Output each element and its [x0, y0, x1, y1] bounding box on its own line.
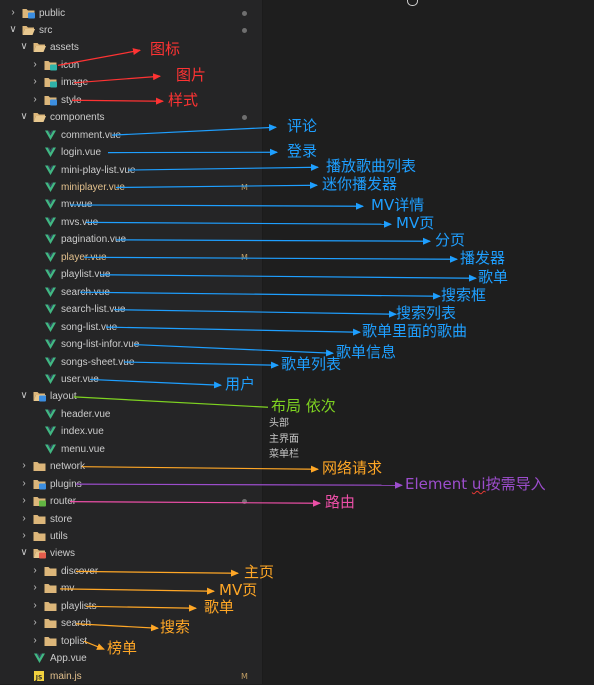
- annotation-arrow: [58, 50, 140, 65]
- annotation-label: 布局 依次: [271, 399, 336, 414]
- annotation-arrow: [114, 310, 396, 315]
- annotation-label: 播发器: [460, 251, 505, 266]
- annotation-arrow: [106, 327, 360, 332]
- annotation-label: MV详情: [371, 198, 424, 213]
- annotation-label: 网络请求: [322, 461, 382, 476]
- annotation-label: 图标: [150, 42, 180, 57]
- annotation-arrow: [84, 641, 104, 649]
- annotation-arrow: [134, 345, 333, 354]
- layout-note: 主界面: [269, 435, 299, 445]
- annotation-arrow: [128, 167, 318, 170]
- annotation-arrow: [124, 362, 278, 365]
- annotation-arrow: [90, 379, 221, 385]
- layout-note: 菜单栏: [269, 450, 299, 460]
- annotation-arrow: [74, 76, 160, 83]
- annotation-arrow: [116, 185, 317, 187]
- annotation-label: 迷你播发器: [322, 177, 397, 192]
- annotation-label: 图片: [176, 68, 206, 83]
- annotation-label: 评论: [287, 119, 317, 134]
- annotation-label: 搜索: [160, 620, 190, 635]
- annotation-arrow: [82, 467, 318, 470]
- annotation-arrow: [116, 240, 430, 241]
- annotation-arrow: [80, 292, 440, 296]
- annotation-arrow: [86, 606, 196, 608]
- annotation-label: 歌单列表: [281, 357, 341, 372]
- annotation-arrow: [100, 275, 476, 279]
- annotation-label: 用户: [225, 377, 255, 392]
- annotation-arrow: [74, 397, 268, 407]
- annotation-arrow: [76, 624, 158, 629]
- annotation-label: MV页: [396, 216, 434, 231]
- annotation-label: 搜索框: [441, 288, 486, 303]
- annotation-arrow: [60, 589, 214, 591]
- annotation-label: 主页: [244, 565, 274, 580]
- annotation-label: 歌单: [204, 600, 234, 615]
- annotation-arrow: [76, 571, 238, 573]
- annotation-label: 路由: [325, 495, 355, 510]
- annotation-label: 歌单里面的歌曲: [362, 324, 467, 339]
- annotation-arrow: [70, 502, 320, 504]
- annotation-arrow: [70, 205, 363, 206]
- annotation-label: 歌单: [478, 270, 508, 285]
- annotation-label: 分页: [435, 233, 465, 248]
- annotation-label: 歌单信息: [336, 345, 396, 360]
- annotation-label: 播放歌曲列表: [326, 159, 416, 174]
- annotation-arrow: [112, 127, 276, 135]
- annotation-label: 登录: [287, 144, 317, 159]
- annotation-arrow: [84, 257, 457, 259]
- annotation-arrow: [76, 484, 402, 485]
- layout-note: 头部: [269, 419, 289, 429]
- annotation-label: Element ui按需导入: [405, 477, 546, 492]
- annotation-arrow: [72, 100, 163, 101]
- annotation-label: 搜索列表: [396, 306, 456, 321]
- annotation-label: 样式: [168, 93, 198, 108]
- annotation-arrow: [86, 222, 391, 224]
- annotation-label: MV页: [219, 583, 257, 598]
- annotation-label: 榜单: [107, 641, 137, 656]
